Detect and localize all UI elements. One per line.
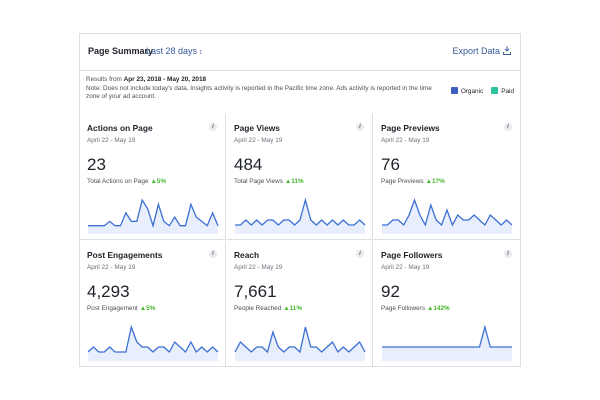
- sparkline-area: [88, 327, 218, 361]
- change-indicator: ▲5%: [150, 178, 167, 185]
- card-title: Reach: [234, 250, 260, 260]
- card-date: April 22 - May 19: [234, 137, 283, 144]
- card-page-previews[interactable]: Page Previews i April 22 - May 19 76 Pag…: [374, 114, 520, 240]
- change-indicator: ▲17%: [425, 178, 445, 185]
- card-value: 23: [87, 155, 106, 174]
- paid-swatch: [491, 87, 499, 94]
- sparkline-area: [88, 200, 218, 234]
- card-actions-on-page[interactable]: Actions on Page i April 22 - May 19 23 T…: [80, 114, 226, 240]
- card-post-engagements[interactable]: Post Engagements i April 22 - May 19 4,2…: [80, 241, 226, 366]
- results-range-text: Results from Apr 23, 2018 - May 20, 2018: [86, 76, 207, 83]
- card-date: April 22 - May 19: [381, 264, 430, 271]
- info-icon[interactable]: i: [504, 123, 512, 131]
- info-icon[interactable]: i: [356, 250, 364, 258]
- download-icon: [503, 46, 511, 55]
- card-value: 484: [234, 155, 263, 174]
- sparkline-chart: [87, 324, 219, 361]
- legend-item-paid: Paid: [491, 87, 514, 95]
- sparkline-chart: [382, 198, 513, 234]
- legend-item-organic: Organic: [450, 87, 483, 95]
- sparkline-area: [382, 200, 512, 234]
- info-icon[interactable]: i: [209, 123, 217, 131]
- change-indicator: ▲11%: [284, 178, 304, 185]
- info-notes: Results from Apr 23, 2018 - May 20, 2018…: [86, 76, 436, 102]
- page-summary-panel: Page Summary Last 28 days ↕ Export Data R…: [79, 33, 521, 367]
- card-value: 4,293: [87, 282, 130, 301]
- card-page-views[interactable]: Page Views i April 22 - May 19 484 Total…: [227, 114, 373, 240]
- card-title: Page Previews: [381, 123, 440, 133]
- sparkline-chart: [88, 198, 219, 234]
- sparkline-line: [235, 197, 366, 226]
- card-subtitle: Page Followers ▲142%: [381, 305, 450, 312]
- sparkline-chart: [382, 324, 512, 361]
- info-icon[interactable]: i: [504, 250, 512, 258]
- sparkline-chart: [235, 197, 366, 234]
- card-date: April 22 - May 19: [87, 264, 136, 271]
- card-subtitle: Page Previews ▲17%: [381, 178, 445, 185]
- card-date: April 22 - May 19: [234, 264, 283, 271]
- card-subtitle: Total Page Views ▲11%: [234, 178, 304, 185]
- card-title: Page Followers: [381, 250, 443, 260]
- card-title: Post Engagements: [87, 250, 163, 260]
- summary-header: Page Summary Last 28 days ↕ Export Data: [80, 34, 520, 71]
- change-indicator: ▲142%: [427, 305, 450, 312]
- legend: Organic Paid: [450, 87, 514, 95]
- card-title: Page Views: [234, 123, 280, 133]
- sparkline-line: [382, 324, 512, 348]
- sparkline-chart: [234, 326, 366, 361]
- card-value: 76: [381, 155, 400, 174]
- card-reach[interactable]: Reach i April 22 - May 19 7,661 People R…: [227, 241, 373, 366]
- page-title: Page Summary: [88, 46, 154, 56]
- export-data-label: Export Data: [452, 46, 500, 56]
- info-icon[interactable]: i: [356, 123, 364, 131]
- note-text: Note: Does not include today's data. Ins…: [86, 84, 432, 101]
- card-page-followers[interactable]: Page Followers i April 22 - May 19 92 Pa…: [374, 241, 520, 366]
- date-range-dropdown[interactable]: Last 28 days ↕: [146, 46, 203, 56]
- sparkline-line: [88, 198, 219, 229]
- sparkline-area: [235, 327, 365, 361]
- card-title: Actions on Page: [87, 123, 153, 133]
- date-range-label: Last 28 days: [146, 46, 198, 56]
- change-indicator: ▲11%: [283, 305, 303, 312]
- sparkline-line: [87, 324, 219, 354]
- card-date: April 22 - May 19: [381, 137, 430, 144]
- card-subtitle: Total Actions on Page ▲5%: [87, 178, 167, 185]
- sparkline-line: [382, 198, 513, 227]
- card-value: 7,661: [234, 282, 277, 301]
- info-icon[interactable]: i: [209, 250, 217, 258]
- metrics-grid: Actions on Page i April 22 - May 19 23 T…: [80, 114, 520, 366]
- sparkline-area: [235, 200, 365, 234]
- sparkline-line: [234, 326, 366, 354]
- sparkline-area: [382, 327, 512, 361]
- card-subtitle: People Reached ▲11%: [234, 305, 303, 312]
- organic-swatch: [450, 87, 458, 94]
- card-date: April 22 - May 19: [87, 137, 136, 144]
- export-data-button[interactable]: Export Data: [452, 46, 511, 56]
- updown-caret-icon: ↕: [199, 49, 203, 56]
- change-indicator: ▲5%: [139, 305, 156, 312]
- card-value: 92: [381, 282, 400, 301]
- card-subtitle: Post Engagement ▲5%: [87, 305, 156, 312]
